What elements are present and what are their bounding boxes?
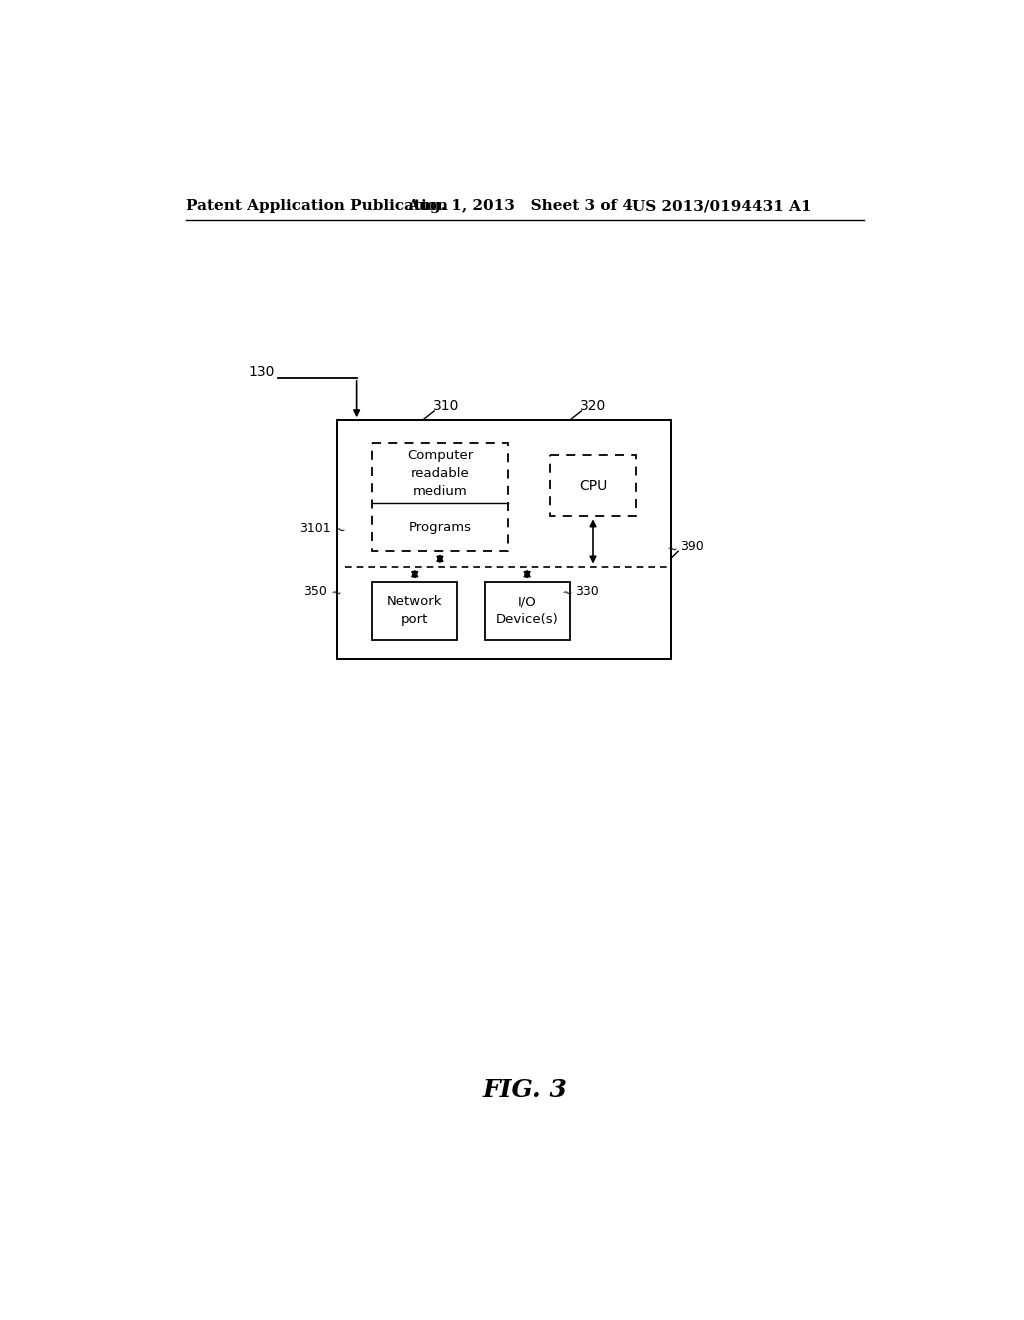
- Bar: [337, 420, 671, 659]
- Text: 320: 320: [580, 400, 606, 413]
- Text: FIG. 3: FIG. 3: [482, 1078, 567, 1102]
- Text: 350: 350: [303, 585, 328, 598]
- Text: Network
port: Network port: [387, 595, 442, 626]
- Text: ∼: ∼: [334, 523, 346, 537]
- Text: CPU: CPU: [579, 479, 607, 492]
- Text: Aug. 1, 2013   Sheet 3 of 4: Aug. 1, 2013 Sheet 3 of 4: [407, 199, 633, 213]
- Text: Computer
readable
medium: Computer readable medium: [407, 449, 473, 498]
- Text: ∼: ∼: [330, 586, 342, 601]
- Text: 330: 330: [575, 585, 599, 598]
- Bar: [372, 444, 508, 552]
- Text: ∼: ∼: [560, 586, 572, 601]
- Bar: [372, 582, 458, 640]
- Text: 390: 390: [681, 540, 705, 553]
- Text: ∼: ∼: [666, 541, 678, 556]
- Bar: [550, 455, 636, 516]
- Text: 310: 310: [432, 400, 459, 413]
- Text: Programs: Programs: [409, 520, 471, 533]
- Text: Patent Application Publication: Patent Application Publication: [186, 199, 449, 213]
- Text: I/O
Device(s): I/O Device(s): [496, 595, 558, 626]
- Bar: [484, 582, 569, 640]
- Text: 3101: 3101: [299, 521, 331, 535]
- Text: 130: 130: [248, 366, 274, 379]
- Text: US 2013/0194431 A1: US 2013/0194431 A1: [632, 199, 811, 213]
